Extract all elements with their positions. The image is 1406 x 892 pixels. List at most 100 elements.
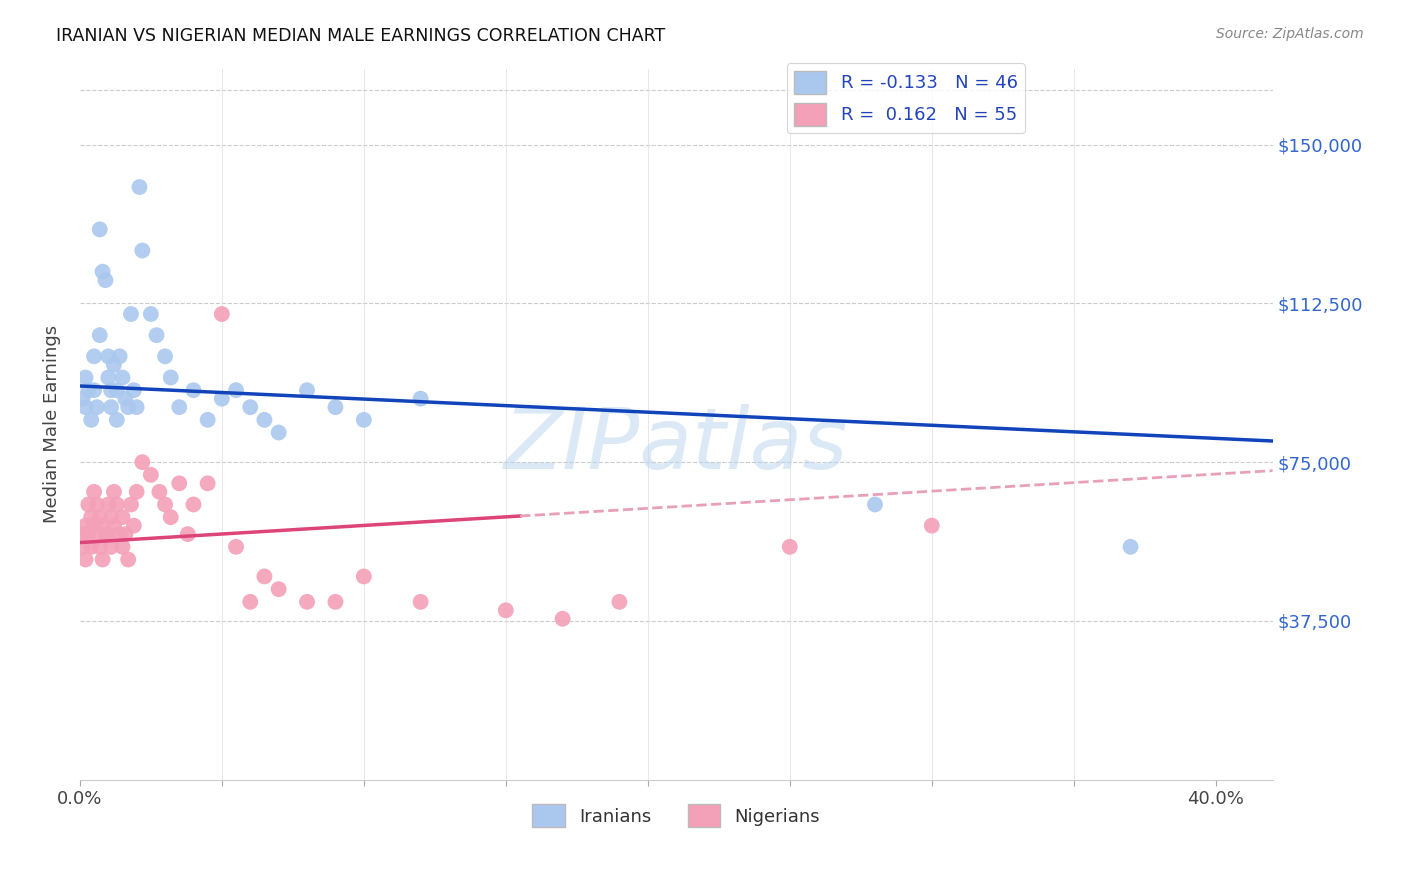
Point [295, 595, 318, 609]
Point [167, 400, 190, 414]
Point [75, 370, 97, 384]
Point [131, 455, 153, 469]
Point [177, 527, 200, 541]
Point [108, 349, 131, 363]
Point [253, 569, 276, 583]
Point [89, 222, 111, 236]
Point [83, 349, 105, 363]
Point [91, 552, 114, 566]
Point [267, 582, 290, 596]
Point [105, 498, 128, 512]
Point [167, 476, 190, 491]
Point [83, 484, 105, 499]
Point [72, 527, 94, 541]
Point [100, 400, 122, 414]
Point [267, 425, 290, 440]
Point [159, 510, 181, 524]
Point [91, 265, 114, 279]
Point [863, 498, 886, 512]
Point [183, 498, 205, 512]
Point [239, 595, 262, 609]
Point [139, 307, 162, 321]
Point [117, 552, 139, 566]
Point [83, 518, 105, 533]
Point [100, 510, 122, 524]
Point [111, 510, 134, 524]
Point [609, 595, 631, 609]
Point [120, 307, 142, 321]
Point [409, 392, 432, 406]
Point [97, 349, 120, 363]
Point [111, 540, 134, 554]
Point [197, 413, 219, 427]
Point [75, 518, 97, 533]
Point [353, 413, 375, 427]
Point [94, 273, 117, 287]
Point [75, 400, 97, 414]
Point [353, 569, 375, 583]
Point [75, 552, 97, 566]
Point [72, 540, 94, 554]
Legend: Iranians, Nigerians: Iranians, Nigerians [524, 797, 827, 835]
Point [295, 383, 318, 397]
Y-axis label: Median Male Earnings: Median Male Earnings [44, 325, 60, 523]
Point [100, 383, 122, 397]
Point [779, 540, 801, 554]
Point [89, 328, 111, 343]
Text: Source: ZipAtlas.com: Source: ZipAtlas.com [1216, 27, 1364, 41]
Point [77, 498, 100, 512]
Point [197, 476, 219, 491]
Point [211, 392, 233, 406]
Point [77, 383, 100, 397]
Point [125, 400, 148, 414]
Point [105, 383, 128, 397]
Point [97, 370, 120, 384]
Point [108, 527, 131, 541]
Point [97, 527, 120, 541]
Point [80, 413, 103, 427]
Point [72, 392, 94, 406]
Point [80, 510, 103, 524]
Point [103, 484, 125, 499]
Point [86, 400, 108, 414]
Point [97, 498, 120, 512]
Point [100, 540, 122, 554]
Point [122, 383, 145, 397]
Point [211, 307, 233, 321]
Point [325, 400, 347, 414]
Point [117, 400, 139, 414]
Point [225, 540, 247, 554]
Point [89, 540, 111, 554]
Point [103, 358, 125, 372]
Point [103, 518, 125, 533]
Point [125, 484, 148, 499]
Point [86, 527, 108, 541]
Point [122, 518, 145, 533]
Point [120, 498, 142, 512]
Point [80, 540, 103, 554]
Point [89, 510, 111, 524]
Text: IRANIAN VS NIGERIAN MEDIAN MALE EARNINGS CORRELATION CHART: IRANIAN VS NIGERIAN MEDIAN MALE EARNINGS… [56, 27, 665, 45]
Point [225, 383, 247, 397]
Point [114, 527, 136, 541]
Point [139, 467, 162, 482]
Point [239, 400, 262, 414]
Point [114, 392, 136, 406]
Point [1119, 540, 1142, 554]
Point [325, 595, 347, 609]
Text: ZIPatlas: ZIPatlas [505, 404, 848, 487]
Point [105, 413, 128, 427]
Point [145, 328, 167, 343]
Point [111, 370, 134, 384]
Point [551, 612, 574, 626]
Point [94, 527, 117, 541]
Point [83, 383, 105, 397]
Point [253, 413, 276, 427]
Point [91, 518, 114, 533]
Point [921, 518, 943, 533]
Point [86, 498, 108, 512]
Point [153, 498, 176, 512]
Point [128, 180, 150, 194]
Point [409, 595, 432, 609]
Point [77, 527, 100, 541]
